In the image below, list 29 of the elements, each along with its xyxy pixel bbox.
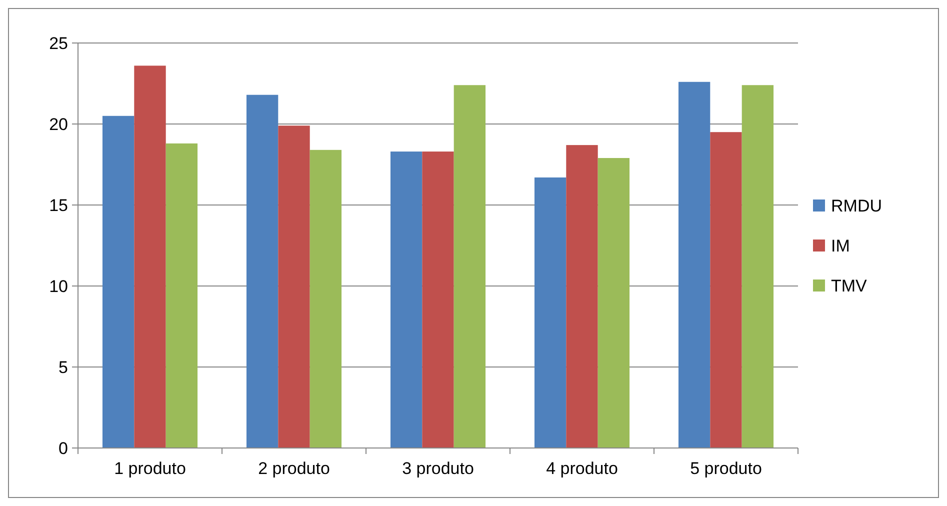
y-tick-label: 20 — [49, 114, 68, 134]
x-tick-label: 5 produto — [690, 459, 762, 478]
y-tick-label: 5 — [58, 358, 68, 377]
bar — [742, 85, 774, 448]
bar — [310, 150, 342, 448]
bar — [246, 94, 278, 448]
bar — [422, 152, 454, 448]
bar — [566, 145, 598, 448]
bar — [166, 143, 198, 448]
x-tick-label: 2 produto — [258, 459, 330, 478]
bar — [534, 177, 566, 448]
y-tick-label: 25 — [49, 34, 68, 53]
x-tick-label: 3 produto — [402, 459, 474, 478]
x-tick-label: 1 produto — [114, 459, 186, 478]
bar — [390, 152, 422, 448]
bar — [102, 116, 134, 448]
legend-label: IM — [831, 236, 850, 256]
x-tick-label: 4 produto — [546, 459, 618, 478]
bar — [710, 132, 742, 448]
legend-label: TMV — [831, 276, 868, 296]
y-tick-label: 0 — [58, 438, 68, 458]
bar — [134, 66, 166, 448]
bar — [678, 82, 710, 448]
bar — [278, 126, 310, 448]
bar — [454, 85, 486, 448]
legend-label: RMDU — [831, 196, 882, 216]
bar — [598, 158, 630, 448]
y-tick-label: 15 — [49, 196, 68, 215]
y-tick-label: 10 — [49, 276, 68, 296]
